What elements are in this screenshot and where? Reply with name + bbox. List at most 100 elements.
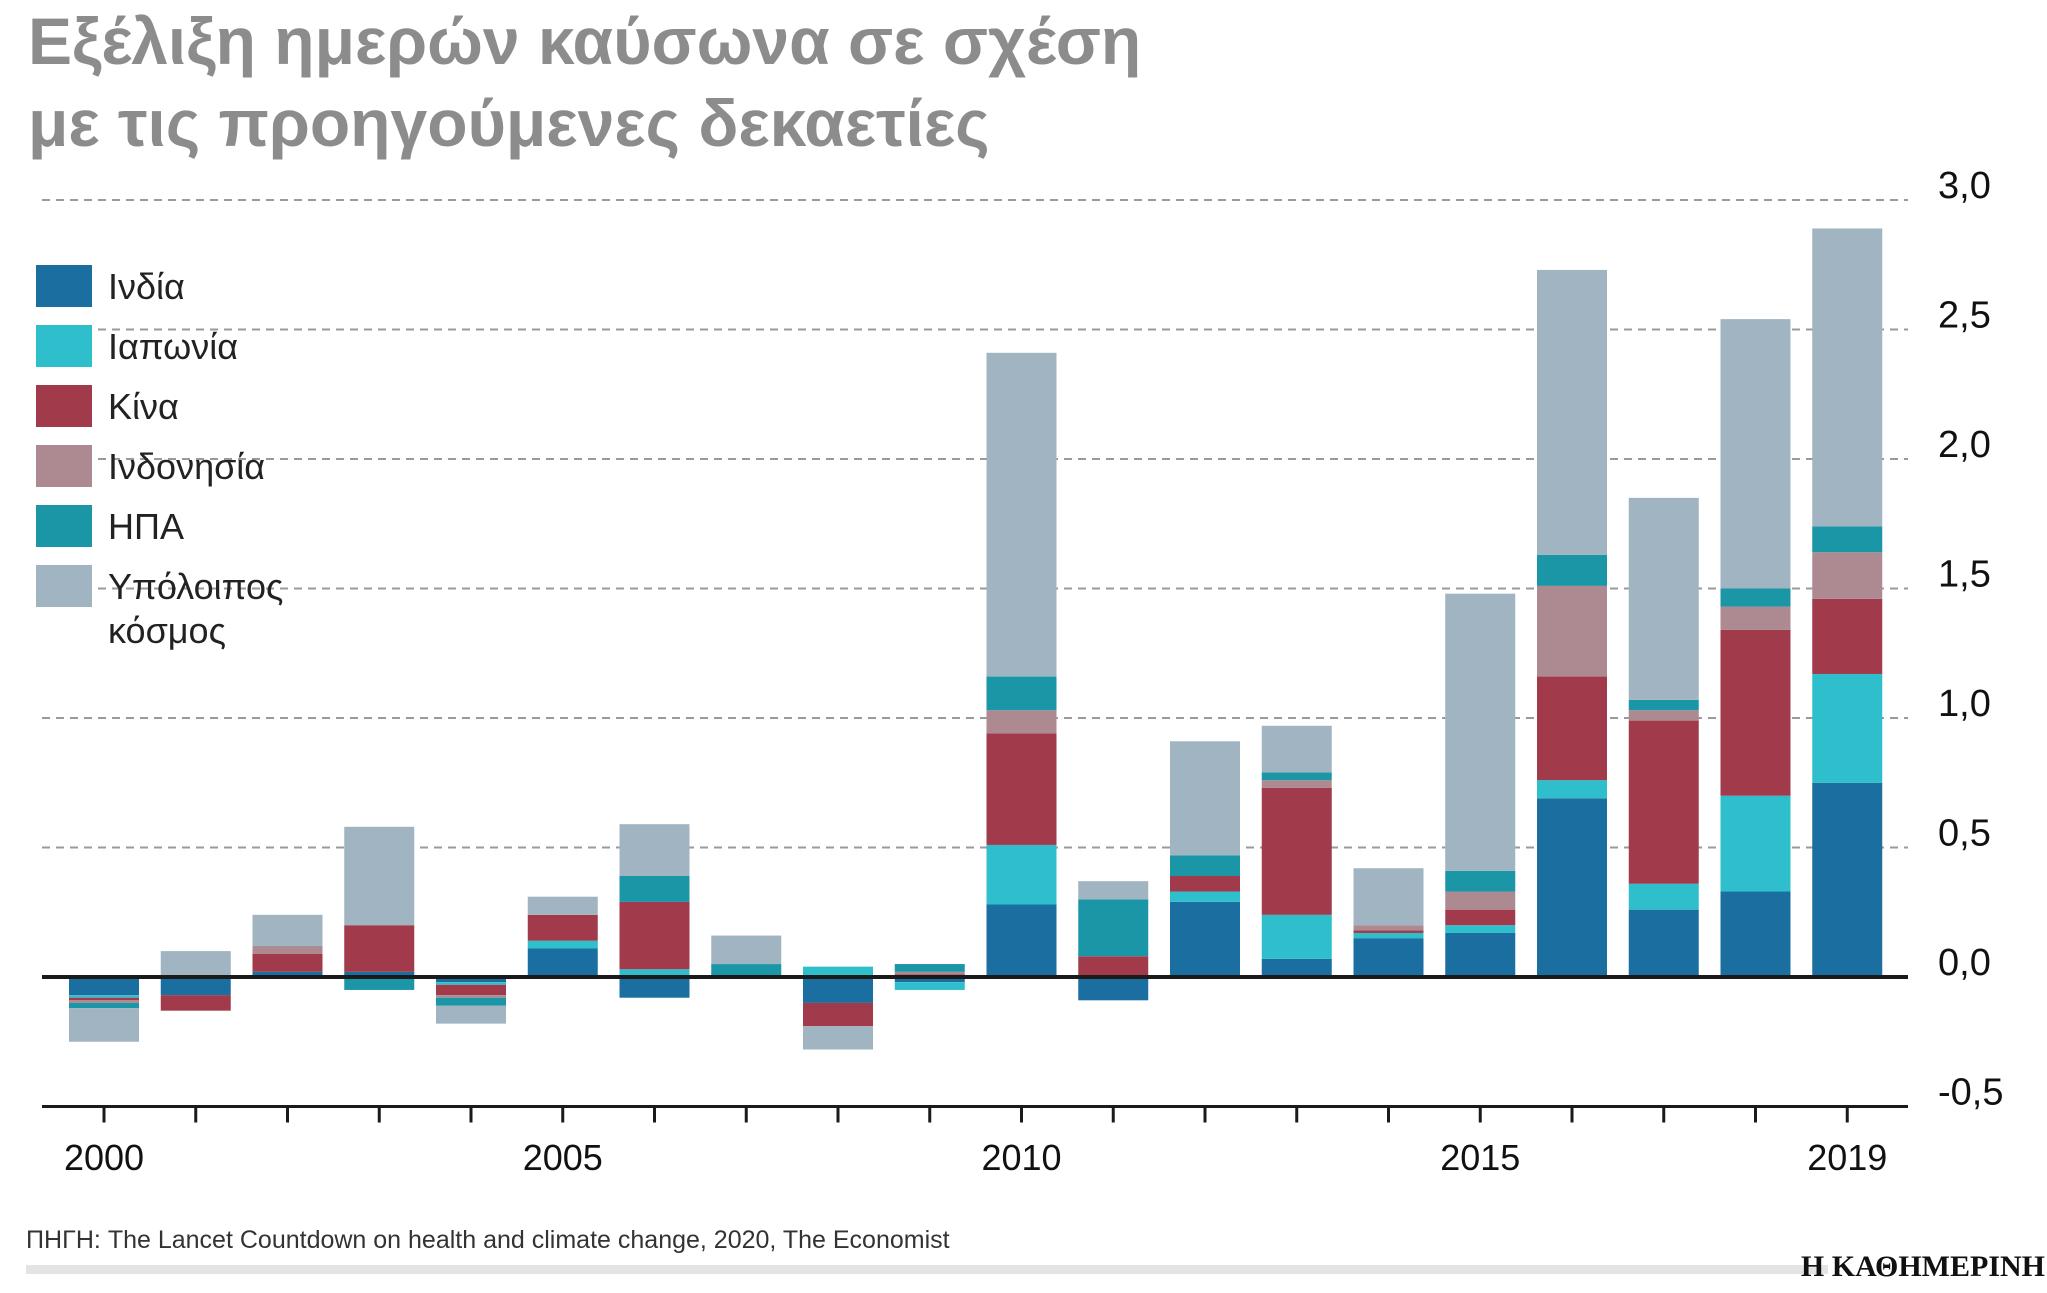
bar-segment — [1720, 588, 1791, 607]
y-axis-labels: -0,5 0,0 0,5 1,0 1,5 2,0 2,5 3,0 — [1938, 165, 2003, 1114]
bar-segment — [252, 914, 323, 946]
bar-segment — [344, 971, 415, 977]
bar-segment — [1720, 795, 1791, 892]
axes — [42, 975, 1908, 1123]
legend-label: Κίνα — [108, 386, 179, 427]
bar-segment — [436, 977, 506, 983]
bar-segment — [1537, 554, 1607, 586]
bar-segment — [1078, 956, 1149, 977]
legend: Ινδία Ιαπωνία Κίνα Ινδονησία ΗΠΑ Υπόλοιπος κό… — [36, 265, 348, 651]
bar-segment — [1261, 725, 1332, 773]
bar-segment — [527, 914, 598, 941]
bar-segment — [436, 997, 506, 1006]
bar-segment — [1445, 891, 1516, 910]
x-tick-label: 2010 — [981, 1137, 1061, 1178]
bar-segment — [803, 1026, 873, 1050]
y-tick-label: 3,0 — [1938, 165, 1991, 207]
legend-swatch — [36, 445, 92, 487]
bar-segment — [894, 971, 965, 975]
bar-segment — [711, 964, 782, 977]
bar-segment — [1445, 932, 1516, 977]
x-tick-label: 2005 — [523, 1137, 603, 1178]
bar-segment — [1812, 228, 1883, 527]
bar-segment — [69, 977, 139, 996]
bar-segment — [1261, 772, 1332, 781]
bar-segment — [803, 977, 873, 1003]
bar-segment — [344, 826, 415, 926]
bar-segment — [1537, 269, 1607, 555]
bar-segment — [1628, 497, 1699, 700]
bar-segment — [986, 676, 1057, 711]
bar-segment — [1537, 585, 1607, 677]
bar-segment — [1537, 798, 1607, 977]
bar-segment — [803, 966, 873, 977]
legend-swatch — [36, 565, 92, 607]
bar-segment — [160, 951, 231, 977]
bar-segment — [527, 948, 598, 977]
bar-segment — [619, 901, 690, 970]
bar-segment — [986, 710, 1057, 734]
bar-segment — [1628, 720, 1699, 884]
legend-item: Ιαπωνία — [36, 325, 348, 385]
bar-segment — [1445, 593, 1516, 871]
bar-segment — [986, 733, 1057, 845]
bar-segment — [344, 977, 415, 990]
y-tick-label: 0,5 — [1938, 813, 1991, 855]
bar-segment — [69, 1000, 139, 1003]
y-tick-label: -0,5 — [1938, 1072, 2003, 1114]
bar-segment — [619, 977, 690, 998]
bar-segment — [894, 977, 965, 983]
legend-swatch — [36, 325, 92, 367]
legend-item: Ινδία — [36, 265, 348, 325]
bar-segment — [1720, 606, 1791, 630]
source-note: ΠΗΓΗ: The Lancet Countdown on health and… — [26, 1226, 950, 1254]
bar-segment — [986, 352, 1057, 677]
legend-label: Ινδονησία — [108, 446, 266, 487]
bar-segment — [1812, 673, 1883, 783]
bar-segment — [1812, 552, 1883, 599]
bar-segment — [1812, 782, 1883, 977]
footer-bar — [26, 1265, 1828, 1274]
bar-segment — [252, 945, 323, 954]
bar-segment — [1720, 629, 1791, 796]
bar-segment — [1078, 881, 1149, 900]
bar-segment — [69, 995, 139, 998]
bar-segment — [1720, 319, 1791, 589]
bar-segment — [894, 964, 965, 972]
bar-segment — [986, 844, 1057, 905]
bar-segment — [1353, 925, 1424, 931]
legend-item: Ινδονησία — [36, 445, 348, 505]
bar-segment — [1628, 710, 1699, 721]
bar-segment — [1353, 930, 1424, 933]
x-tick-label: 2015 — [1440, 1137, 1520, 1178]
chart-title-line-1: Εξέλιξη ημερών καύσωνα σε σχέση — [28, 4, 1142, 78]
bar-segment — [527, 896, 598, 915]
legend-swatch — [36, 505, 92, 547]
bar-segment — [1170, 855, 1240, 876]
bar-segment — [894, 982, 965, 990]
bar-segment — [1170, 741, 1240, 856]
legend-item: ΗΠΑ — [36, 505, 348, 565]
legend-label: Ινδία — [108, 266, 185, 307]
bar-segment — [1720, 891, 1791, 977]
bar-segment — [1628, 699, 1699, 711]
bar-segment — [1170, 875, 1240, 892]
bar-segment — [69, 1002, 139, 1009]
bar-segment — [1261, 914, 1332, 959]
bar-segment — [1353, 868, 1424, 926]
bar-segment — [1078, 899, 1149, 957]
bar-segment — [1812, 598, 1883, 674]
bar-segment — [803, 1002, 873, 1027]
y-tick-label: 0,0 — [1938, 942, 1991, 984]
bars — [69, 228, 1883, 1050]
legend-item: Υπόλοιπος κόσμος — [36, 565, 348, 651]
x-tick-label: 2000 — [64, 1137, 144, 1178]
bar-segment — [1170, 891, 1240, 902]
bar-segment — [527, 940, 598, 949]
bar-segment — [619, 875, 690, 902]
legend-swatch — [36, 385, 92, 427]
y-tick-label: 2,0 — [1938, 424, 1991, 466]
bar-segment — [69, 997, 139, 1001]
y-tick-label: 1,0 — [1938, 683, 1991, 725]
